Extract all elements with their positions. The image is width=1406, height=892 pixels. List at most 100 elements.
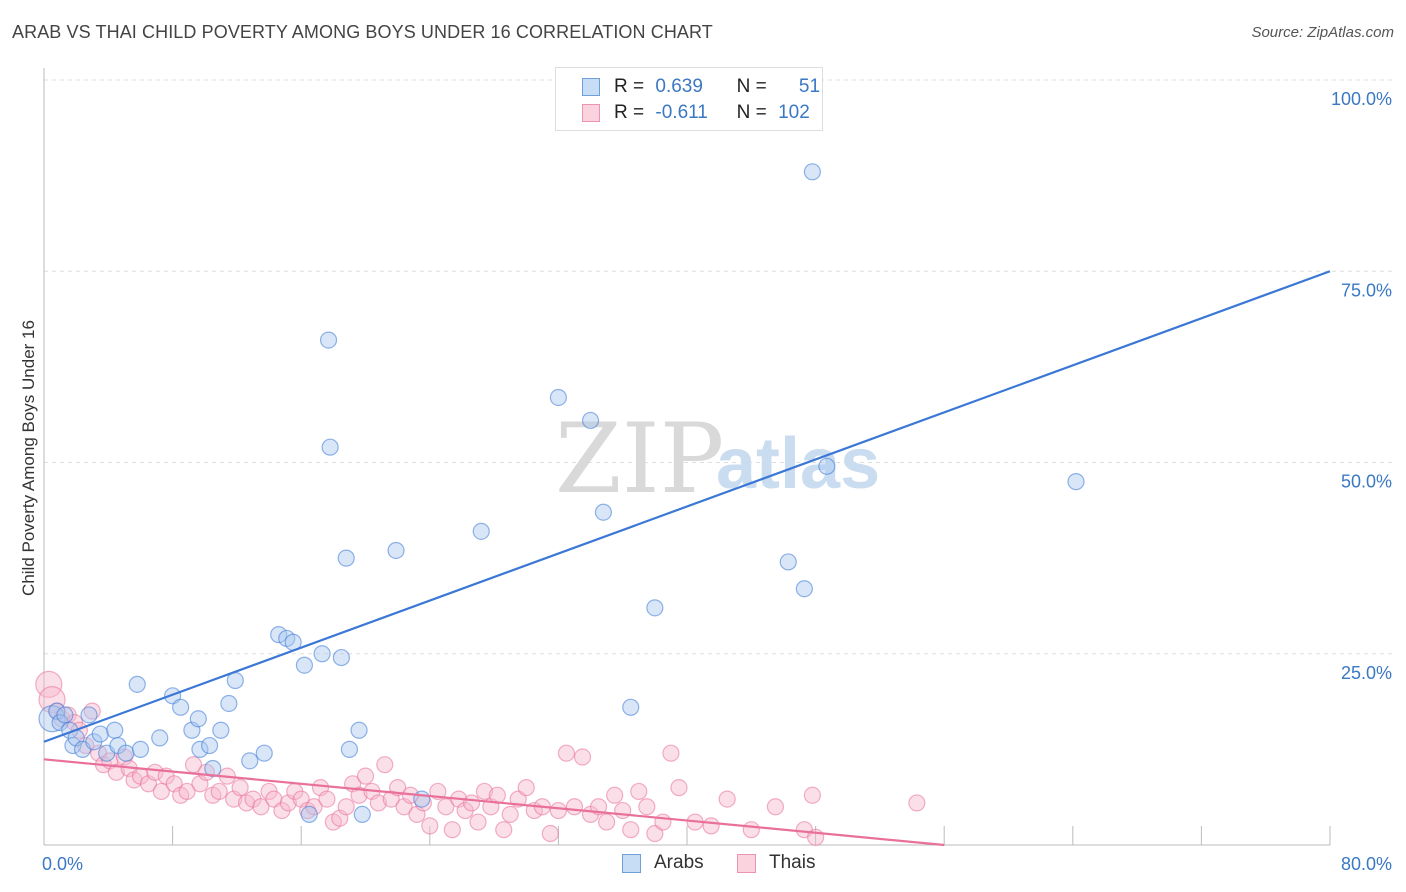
- data-point-thais: [614, 801, 632, 820]
- data-point-arabs: [106, 721, 124, 739]
- bottom-legend-label-thais: Thais: [769, 852, 816, 873]
- data-point-arabs: [779, 553, 797, 571]
- data-point-arabs: [413, 790, 431, 808]
- stats-legend: R = 0.639 N = 51 R = -0.611 N = 102: [555, 67, 823, 131]
- data-point-arabs: [646, 599, 664, 617]
- watermark-zip: ZIP: [555, 403, 724, 515]
- data-point-thais: [421, 817, 439, 835]
- data-point-arabs: [131, 740, 150, 758]
- data-point-arabs: [117, 744, 135, 762]
- data-point-thais: [146, 763, 164, 781]
- data-point-thais: [541, 824, 559, 843]
- legend-n-value: 102: [778, 102, 810, 123]
- bottom-legend-swatch-thais: [737, 854, 756, 873]
- series-arabs-points: [38, 163, 1085, 824]
- data-point-thais: [501, 805, 519, 824]
- data-point-arabs: [255, 744, 273, 762]
- data-point-arabs: [1067, 473, 1085, 491]
- data-point-thais: [107, 763, 125, 781]
- data-point-thais: [356, 767, 375, 785]
- data-point-thais: [598, 813, 616, 831]
- data-point-thais: [350, 786, 368, 804]
- data-point-arabs: [220, 694, 238, 713]
- data-point-arabs: [387, 541, 405, 560]
- legend-n-label: N =: [736, 102, 767, 123]
- data-point-thais: [622, 821, 640, 839]
- data-point-thais: [630, 782, 648, 801]
- watermark-atlas: atlas: [716, 424, 880, 504]
- data-point-arabs: [581, 411, 600, 430]
- data-point-thais: [742, 821, 760, 839]
- data-point-thais: [638, 798, 656, 816]
- data-point-thais: [318, 790, 336, 808]
- data-point-arabs: [172, 698, 190, 716]
- legend-r-value: 0.639: [655, 76, 703, 97]
- legend-swatch-thais: [582, 104, 600, 122]
- data-point-arabs: [270, 626, 288, 644]
- data-point-thais: [178, 782, 196, 801]
- data-point-arabs: [321, 438, 339, 456]
- grid-lines: [44, 79, 1392, 655]
- data-point-thais: [606, 786, 624, 804]
- data-point-thais: [475, 782, 494, 801]
- data-point-thais: [38, 686, 66, 714]
- data-point-arabs: [337, 549, 355, 567]
- data-point-thais: [662, 744, 680, 762]
- y-tick-label: 50.0%: [1341, 472, 1392, 492]
- data-point-arabs: [91, 725, 109, 743]
- data-point-arabs: [319, 331, 338, 349]
- data-point-arabs: [151, 729, 169, 747]
- data-point-arabs: [241, 752, 259, 770]
- data-point-arabs: [353, 805, 371, 824]
- data-point-thais: [573, 748, 592, 766]
- data-point-arabs: [204, 759, 222, 778]
- data-point-arabs: [332, 648, 350, 667]
- y-tick-label: 75.0%: [1341, 280, 1392, 300]
- data-point-arabs: [191, 740, 209, 758]
- data-point-arabs: [128, 675, 146, 693]
- chart-title: ARAB VS THAI CHILD POVERTY AMONG BOYS UN…: [12, 22, 713, 42]
- data-point-thais: [469, 813, 487, 831]
- legend-n-value: 51: [798, 76, 821, 97]
- trend-line-thais: [43, 758, 945, 847]
- data-point-arabs: [622, 698, 640, 716]
- data-point-arabs: [594, 503, 613, 521]
- data-point-arabs: [200, 736, 219, 755]
- data-point-thais: [803, 786, 821, 804]
- legend-r-value: -0.611: [655, 102, 708, 123]
- data-point-arabs: [340, 740, 359, 758]
- data-point-arabs: [549, 388, 568, 407]
- data-point-arabs: [295, 656, 314, 674]
- data-point-thais: [152, 782, 170, 801]
- data-point-thais: [369, 794, 387, 812]
- data-point-arabs: [56, 706, 74, 724]
- data-point-thais: [337, 798, 355, 816]
- legend-r-label: R =: [614, 76, 645, 97]
- legend-r-label: R =: [614, 102, 645, 123]
- trend-line-arabs: [43, 270, 1331, 743]
- y-tick-label: 25.0%: [1341, 663, 1392, 683]
- y-axis-label: Child Poverty Among Boys Under 16: [19, 320, 38, 596]
- data-point-thais: [443, 821, 461, 839]
- data-point-arabs: [350, 721, 368, 739]
- x-tick-label: 80.0%: [1341, 854, 1392, 874]
- trend-lines: [43, 270, 1331, 847]
- x-tick-label: 0.0%: [42, 854, 83, 874]
- tick-labels: 25.0% 50.0% 75.0% 100.0% 0.0% 80.0%: [42, 89, 1392, 874]
- data-point-thais: [557, 744, 576, 762]
- data-point-thais: [437, 798, 455, 816]
- bottom-legend-label-arabs: Arabs: [654, 852, 704, 873]
- legend-n-label: N =: [736, 76, 767, 97]
- data-point-arabs: [472, 522, 490, 540]
- data-point-arabs: [795, 580, 813, 598]
- data-point-thais: [908, 794, 926, 812]
- data-point-thais: [654, 813, 672, 831]
- data-point-thais: [670, 779, 688, 797]
- bottom-legend-swatch-arabs: [622, 854, 641, 873]
- data-point-arabs: [803, 163, 821, 181]
- data-point-thais: [376, 756, 394, 774]
- legend-swatch-arabs: [582, 78, 600, 96]
- data-point-thais: [252, 798, 270, 816]
- data-point-thais: [549, 801, 568, 820]
